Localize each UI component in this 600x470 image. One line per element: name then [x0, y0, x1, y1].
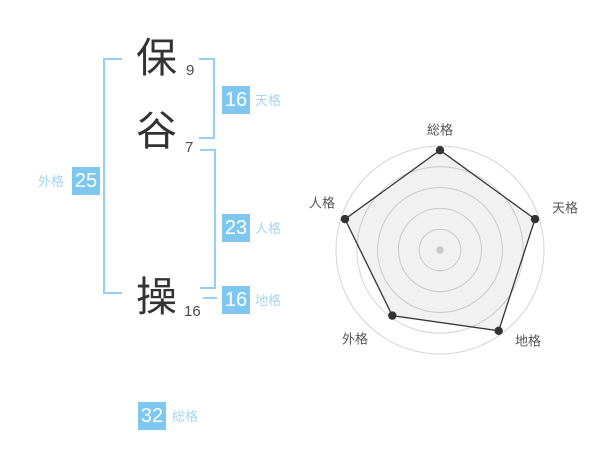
radar-grid-ring	[356, 166, 524, 334]
tenkaku-bracket-line	[213, 58, 215, 139]
name-char-2: 谷	[136, 108, 177, 154]
soukaku-value-box: 32	[138, 402, 166, 430]
jinkaku-label: 人格	[255, 221, 282, 236]
jinkaku-bracket-bottom-tick	[200, 287, 216, 289]
radar-data-point	[435, 146, 445, 155]
gaikaku-label: 外格	[38, 174, 65, 189]
gaikaku-bracket-bottom-tick	[103, 292, 122, 294]
tenkaku-label: 天格	[255, 93, 282, 108]
radar-data-point	[530, 214, 540, 224]
name-char-3: 操	[136, 274, 177, 320]
name-char-1-stroke-count: 9	[186, 62, 195, 79]
radar-data-point	[388, 311, 397, 320]
tenkaku-bracket-bottom-tick	[199, 137, 215, 139]
radar-axis-label: 天格	[552, 201, 578, 216]
jinkaku-bracket-line	[214, 149, 216, 289]
radar-center-dot	[436, 246, 444, 254]
tenkaku-bracket-top-tick	[199, 58, 215, 60]
name-char-3-stroke-count: 16	[184, 303, 201, 320]
radar-grid-ring	[418, 228, 462, 272]
radar-axis-label: 外格	[342, 332, 368, 347]
gaikaku-bracket-top-tick	[103, 58, 122, 60]
radar-grid-ring	[377, 187, 503, 313]
gaikaku-bracket-line	[103, 58, 105, 294]
jinkaku-bracket-top-tick	[200, 149, 216, 151]
radar-axis-label: 人格	[309, 196, 335, 211]
chikaku-value-box: 16	[222, 286, 250, 314]
radar-axis-label: 総格	[427, 123, 453, 138]
soukaku-label: 総格	[172, 409, 199, 424]
tenkaku-value-box: 16	[222, 86, 250, 114]
radar-data-point	[494, 326, 503, 335]
radar-grid-ring	[335, 145, 545, 355]
name-char-1: 保	[136, 35, 177, 81]
name-char-2-stroke-count: 7	[185, 139, 194, 156]
radar-axis-label: 地格	[515, 334, 541, 349]
chikaku-tick	[203, 297, 217, 299]
radar-data-point	[340, 214, 350, 224]
radar-grid-ring	[397, 207, 483, 293]
gaikaku-value-box: 25	[72, 167, 100, 195]
radar-data-polygon	[344, 149, 536, 332]
chikaku-label: 地格	[255, 293, 282, 308]
jinkaku-value-box: 23	[222, 214, 250, 242]
